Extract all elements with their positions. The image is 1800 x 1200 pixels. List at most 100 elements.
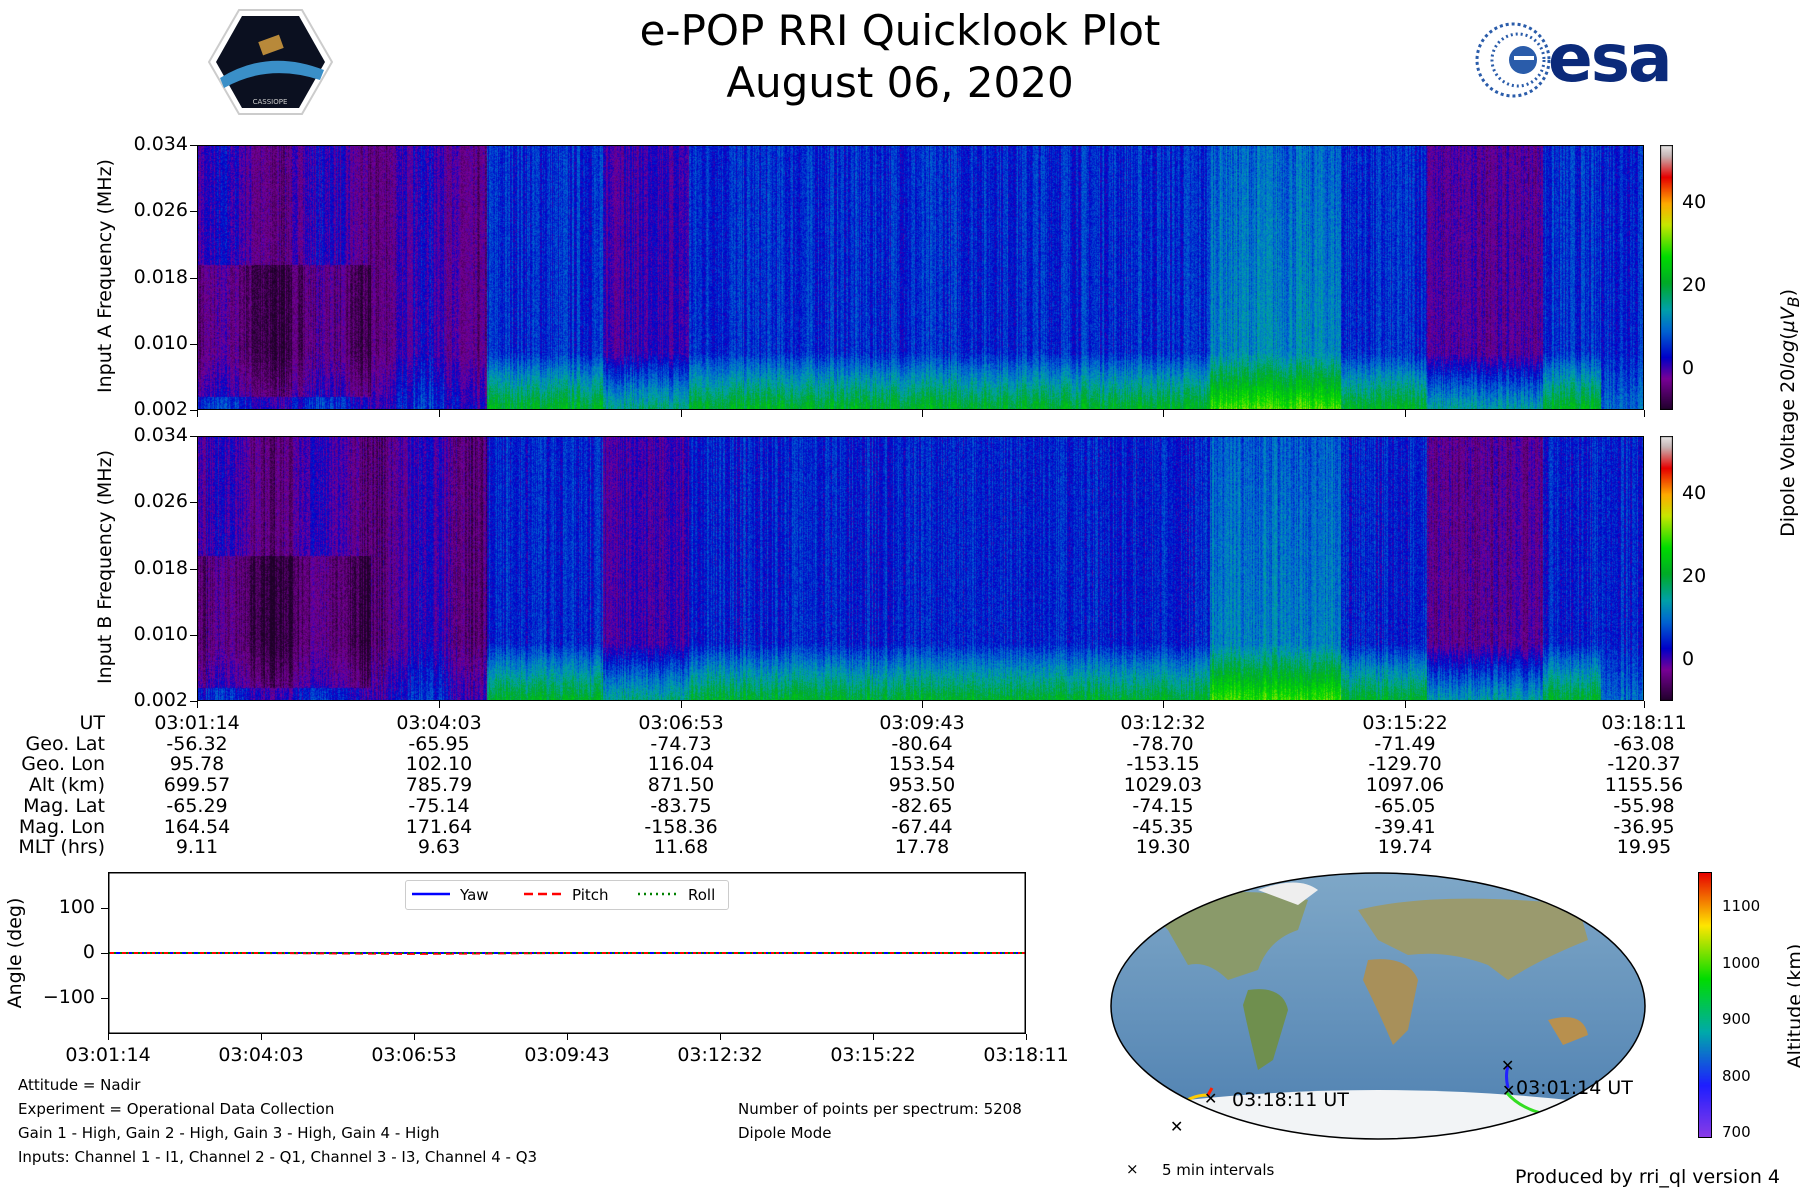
- table-cell: -120.37: [1607, 753, 1681, 776]
- table-cell: 785.79: [405, 774, 473, 797]
- x-tick-label: 03:18:11: [983, 1044, 1069, 1066]
- table-cell: 153.54: [888, 753, 956, 776]
- spectrogram-input-b: [197, 436, 1644, 701]
- x-tick-label: 03:06:53: [371, 1044, 457, 1066]
- table-cell: 11.68: [653, 836, 709, 859]
- y-tick: [190, 502, 197, 504]
- x-tick: [873, 1034, 874, 1040]
- info-line: Experiment = Operational Data Collection: [18, 1100, 335, 1118]
- table-cell: 17.78: [894, 836, 950, 859]
- x-tick: [414, 1034, 415, 1040]
- svg-text:CASSIOPE: CASSIOPE: [253, 98, 288, 106]
- table-cell: -56.32: [166, 732, 228, 755]
- info-line: Dipole Mode: [738, 1124, 832, 1142]
- table-cell: 1029.03: [1123, 774, 1203, 797]
- row-label: Geo. Lat: [25, 732, 105, 755]
- y-tick: [190, 634, 197, 636]
- esa-logo: esa: [1468, 20, 1688, 100]
- table-cell: -75.14: [408, 794, 470, 817]
- x-tick: [567, 1034, 568, 1040]
- plot-title: e-POP RRI Quicklook Plot: [639, 6, 1161, 55]
- y-tick-label: 0.034: [133, 133, 188, 155]
- y-tick: [101, 953, 108, 954]
- table-cell: 19.95: [1616, 836, 1672, 859]
- row-label: Alt (km): [28, 774, 105, 797]
- altitude-label: Altitude (km): [1784, 943, 1800, 1069]
- table-cell: 03:15:22: [1362, 712, 1448, 734]
- table-cell: -82.65: [891, 794, 953, 817]
- table-cell: -80.64: [891, 732, 953, 755]
- table-cell: 116.04: [647, 753, 715, 776]
- x-tick: [922, 410, 923, 417]
- colorbar-b: [1660, 436, 1673, 701]
- table-cell: 102.10: [405, 753, 473, 776]
- altitude-tick-label: 700: [1722, 1123, 1751, 1142]
- table-cell: -78.70: [1132, 732, 1194, 755]
- table-cell: 164.54: [163, 815, 231, 838]
- table-cell: -71.49: [1374, 732, 1436, 755]
- series-pitch: [108, 952, 1026, 955]
- spectrogram-input-a: [197, 145, 1644, 410]
- map-legend-marker: ×: [1126, 1160, 1139, 1178]
- map-legend-text: 5 min intervals: [1162, 1161, 1275, 1179]
- y-tick-label: 0.026: [133, 490, 188, 513]
- info-line: Attitude = Nadir: [18, 1076, 141, 1094]
- y-tick-label: 0.026: [133, 199, 188, 222]
- y-tick: [190, 145, 197, 146]
- y-tick-label: 0.002: [133, 689, 188, 711]
- y-tick-label: 0.034: [133, 424, 188, 446]
- interval-marker: ✕: [1170, 1117, 1183, 1136]
- y-tick: [190, 343, 197, 345]
- attitude-legend: Yaw Pitch Roll: [405, 880, 729, 910]
- table-cell: 1155.56: [1604, 774, 1684, 797]
- y-tick: [101, 908, 108, 909]
- table-cell: -74.73: [650, 732, 712, 755]
- plot-date: August 06, 2020: [726, 58, 1074, 107]
- table-cell: -45.35: [1132, 815, 1194, 838]
- y-tick: [101, 998, 108, 999]
- x-tick: [439, 410, 440, 417]
- esa-swirl-icon: [1475, 22, 1551, 98]
- table-cell: 953.50: [888, 774, 956, 797]
- start-time-label: 03:01:14 UT: [1516, 1077, 1633, 1099]
- y-tick: [190, 277, 197, 279]
- x-tick: [1163, 410, 1164, 417]
- x-tick: [1644, 701, 1645, 708]
- table-cell: 9.11: [175, 836, 219, 859]
- altitude-tick-label: 1000: [1722, 953, 1761, 972]
- table-cell: 699.57: [163, 774, 231, 797]
- table-cell: -153.15: [1126, 753, 1200, 776]
- y-tick: [190, 410, 197, 411]
- table-cell: 171.64: [405, 815, 473, 838]
- table-cell: -67.44: [891, 815, 953, 838]
- table-cell: 03:09:43: [879, 712, 965, 734]
- table-cell: 03:06:53: [638, 712, 724, 734]
- table-cell: -74.15: [1132, 794, 1194, 817]
- y-tick: [190, 568, 197, 570]
- table-cell: 03:18:11: [1601, 712, 1687, 734]
- y-tick-label: 0.002: [133, 398, 188, 420]
- table-cell: 9.63: [417, 836, 461, 859]
- x-tick: [720, 1034, 721, 1040]
- colorbar-tick-label: 0: [1682, 356, 1695, 379]
- info-line: Inputs: Channel 1 - I1, Channel 2 - Q1, …: [18, 1148, 538, 1166]
- roll-legend-line: [638, 892, 676, 896]
- row-label: UT: [79, 712, 105, 734]
- x-tick: [1026, 1034, 1027, 1040]
- y-tick-label: 100: [58, 896, 95, 918]
- table-cell: -39.41: [1374, 815, 1436, 838]
- altitude-tick-label: 1100: [1722, 896, 1761, 915]
- x-tick: [922, 701, 923, 708]
- y-tick: [190, 701, 197, 702]
- table-cell: 19.74: [1377, 836, 1433, 859]
- x-tick: [261, 1034, 262, 1040]
- x-tick: [197, 410, 198, 417]
- table-cell: 03:12:32: [1120, 712, 1206, 734]
- attitude-ylabel: Angle (deg): [4, 897, 26, 1009]
- x-tick-label: 03:01:14: [65, 1044, 151, 1066]
- table-cell: 95.78: [169, 753, 225, 776]
- altitude-tick-label: 800: [1722, 1066, 1751, 1085]
- table-cell: 19.30: [1135, 836, 1191, 859]
- cassiope-logo: CASSIOPE: [208, 9, 333, 115]
- y-tick-label: 0: [82, 941, 95, 963]
